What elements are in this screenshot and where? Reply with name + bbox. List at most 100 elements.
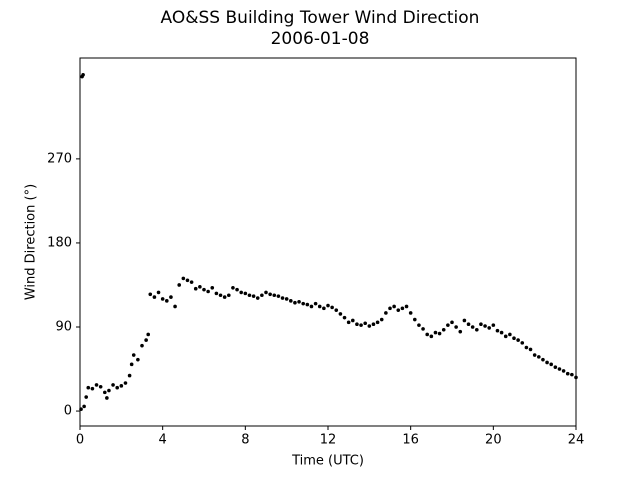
data-point	[400, 306, 405, 311]
data-point	[532, 353, 537, 357]
data-point	[115, 385, 119, 390]
data-point	[553, 365, 558, 369]
data-point	[268, 292, 272, 297]
x-axis-label: Time (UTC)	[291, 454, 364, 469]
data-point	[479, 322, 483, 326]
data-point	[231, 285, 235, 290]
chart-subtitle: 2006-01-08	[271, 29, 370, 49]
data-point	[516, 338, 520, 342]
data-point	[272, 293, 277, 298]
data-point	[235, 287, 239, 292]
data-point	[214, 291, 219, 296]
data-point	[136, 357, 140, 362]
data-point	[185, 278, 190, 283]
data-point	[458, 329, 463, 334]
data-point	[384, 311, 388, 315]
data-point	[177, 283, 181, 287]
data-point	[537, 355, 541, 359]
data-point	[317, 304, 322, 309]
data-point	[379, 317, 384, 322]
data-point	[408, 311, 413, 315]
data-point	[84, 395, 88, 399]
data-point	[79, 407, 83, 411]
data-point	[206, 289, 210, 294]
data-point	[342, 315, 347, 320]
data-point	[222, 295, 227, 299]
data-point	[247, 293, 252, 298]
data-point	[450, 320, 454, 325]
data-point	[202, 287, 206, 292]
data-point	[475, 327, 479, 332]
data-point	[173, 304, 177, 309]
data-point	[338, 312, 343, 316]
data-point	[86, 385, 91, 390]
data-point	[289, 299, 293, 303]
x-tick-label: 24	[568, 433, 585, 448]
data-point	[264, 290, 268, 295]
data-point	[549, 362, 553, 367]
data-point	[466, 322, 471, 326]
data-point	[94, 383, 99, 387]
x-tick-label: 20	[485, 433, 502, 448]
y-tick-label: 0	[64, 404, 72, 419]
x-tick-label: 0	[76, 433, 84, 448]
data-point	[545, 360, 549, 365]
data-point	[322, 306, 326, 311]
data-point	[371, 322, 376, 326]
data-point	[210, 285, 215, 290]
data-point	[388, 306, 392, 311]
data-point	[140, 343, 144, 348]
data-point	[433, 330, 438, 335]
data-point	[508, 332, 512, 337]
data-point	[367, 324, 372, 328]
data-point	[470, 325, 475, 329]
data-point	[351, 318, 355, 323]
data-point	[462, 318, 467, 323]
data-point	[156, 290, 161, 295]
data-point	[375, 320, 380, 325]
data-point	[165, 299, 169, 303]
data-point	[392, 304, 396, 309]
chart-title: AO&SS Building Tower Wind Direction	[161, 8, 480, 28]
data-point	[129, 362, 134, 367]
data-point	[239, 290, 243, 295]
data-point	[90, 386, 95, 391]
data-point	[148, 292, 153, 297]
y-tick-label: 90	[55, 319, 72, 334]
data-point	[421, 327, 425, 331]
data-point	[301, 301, 306, 306]
data-point	[313, 301, 318, 306]
data-point	[293, 300, 297, 305]
data-point	[446, 323, 450, 327]
data-point	[111, 383, 115, 387]
data-point	[169, 295, 173, 299]
data-point	[107, 388, 111, 393]
data-point	[189, 280, 194, 284]
data-point	[127, 373, 132, 378]
data-point	[309, 304, 314, 309]
data-point	[103, 390, 107, 395]
data-point	[561, 369, 566, 373]
data-point	[227, 293, 231, 298]
data-point	[260, 293, 264, 298]
data-point	[284, 297, 289, 301]
data-point	[346, 320, 351, 325]
y-tick-label: 270	[47, 151, 72, 166]
data-point	[276, 294, 281, 298]
data-point	[495, 328, 500, 333]
data-point	[218, 293, 223, 298]
data-point	[396, 308, 401, 312]
data-point	[417, 323, 421, 327]
x-tick-label: 16	[402, 433, 419, 448]
data-point	[499, 330, 504, 335]
data-point	[425, 332, 430, 337]
data-point	[305, 302, 310, 307]
data-point	[251, 294, 256, 298]
data-point	[487, 326, 492, 330]
data-point	[334, 308, 339, 312]
data-point	[524, 345, 529, 350]
x-tick-label: 8	[241, 433, 249, 448]
data-point	[82, 404, 86, 409]
data-point	[491, 323, 496, 327]
